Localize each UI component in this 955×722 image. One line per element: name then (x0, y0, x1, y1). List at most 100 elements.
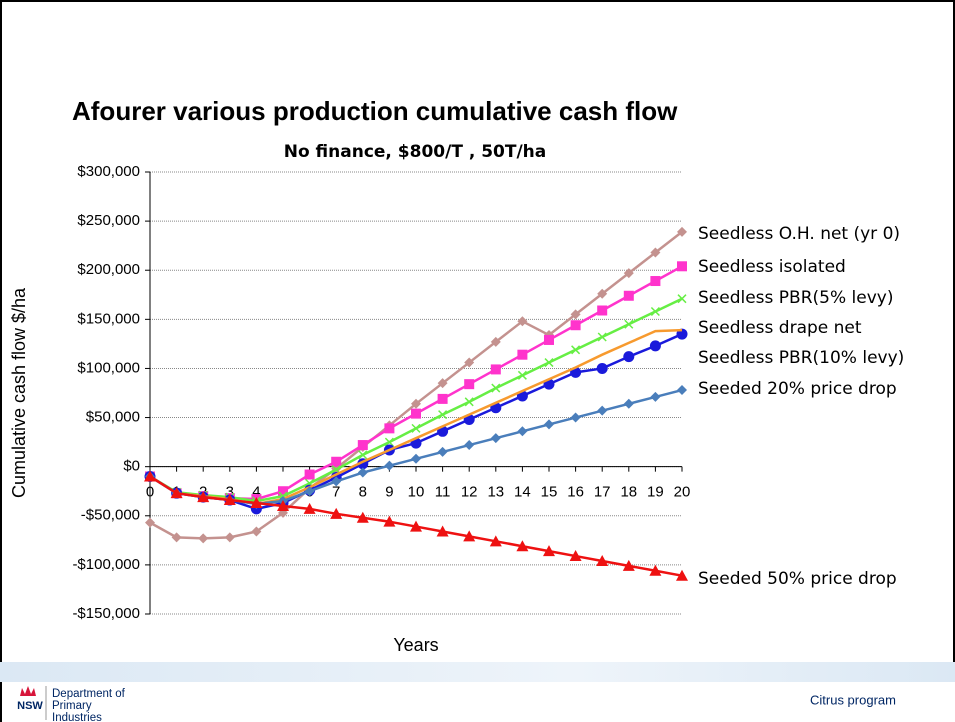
marker (464, 440, 475, 451)
marker (570, 309, 581, 320)
marker (144, 470, 156, 482)
program: Citrus program (810, 692, 896, 707)
y-tick-label: $100,000 (77, 359, 140, 376)
marker (436, 525, 449, 537)
x-tick-label: 16 (567, 484, 584, 501)
marker (464, 357, 475, 368)
chart-title: Afourer various production cumulative ca… (72, 96, 678, 126)
x-tick-label: 3 (226, 484, 234, 501)
marker (197, 491, 210, 503)
marker (438, 410, 448, 420)
marker (491, 383, 501, 393)
marker (410, 520, 422, 532)
marker (544, 419, 554, 430)
y-axis-label: Cumulative cash flow $/ha (9, 287, 29, 498)
marker (677, 261, 687, 272)
x-tick-label: 13 (487, 484, 504, 501)
marker (516, 540, 529, 552)
marker (145, 517, 155, 528)
y-tick-label: -$100,000 (72, 556, 140, 573)
marker (331, 456, 342, 467)
marker (650, 306, 660, 317)
marker (597, 405, 608, 416)
marker (624, 319, 634, 329)
marker (623, 268, 634, 279)
marker (677, 385, 687, 396)
marker (570, 412, 581, 423)
marker (649, 564, 662, 576)
series-label: Seedless PBR(10% levy) (698, 348, 904, 368)
marker (623, 351, 635, 363)
series-label: Seedless drape net (698, 318, 862, 338)
marker (278, 486, 288, 497)
marker (571, 345, 581, 355)
marker (223, 494, 236, 506)
x-tick-label: 17 (594, 484, 611, 501)
x-tick-label: 8 (359, 484, 367, 501)
y-tick-label: $200,000 (77, 261, 140, 278)
series-label: Seeded 20% price drop (698, 379, 897, 399)
x-tick-label: 7 (332, 484, 340, 501)
series-label: Seedless isolated (698, 257, 846, 277)
marker (676, 569, 688, 581)
x-tick-label: 11 (435, 484, 451, 501)
marker (569, 550, 582, 562)
marker (463, 530, 476, 542)
marker (357, 440, 368, 451)
marker (224, 532, 235, 543)
marker (170, 487, 183, 499)
x-tick-label: 10 (408, 484, 425, 501)
marker (304, 486, 315, 497)
series-label: Seeded 50% price drop (698, 569, 897, 589)
nsw-logo: NSW (17, 686, 47, 720)
marker (304, 469, 315, 480)
marker (384, 437, 394, 447)
x-tick-label: 18 (620, 484, 637, 501)
marker (437, 378, 448, 389)
marker (597, 305, 608, 316)
marker (251, 526, 262, 537)
marker (649, 340, 661, 352)
logo-text: NSW (17, 700, 43, 712)
marker (250, 497, 263, 509)
marker (597, 288, 608, 299)
marker (650, 276, 661, 287)
marker (517, 370, 527, 380)
y-tick-label: $300,000 (77, 163, 140, 180)
marker (198, 533, 209, 544)
marker (490, 433, 501, 444)
y-tick-label: -$150,000 (72, 605, 140, 622)
marker (356, 511, 369, 523)
marker (330, 507, 343, 519)
x-tick-label: 0 (146, 484, 154, 501)
x-tick-label: 4 (252, 484, 260, 501)
series-label: Seedless O.H. net (yr 0) (698, 224, 900, 244)
marker (570, 320, 581, 331)
marker (489, 535, 502, 547)
marker (517, 316, 528, 327)
x-tick-label: 9 (385, 484, 393, 501)
marker (411, 453, 421, 464)
marker (623, 290, 634, 301)
marker (622, 559, 635, 571)
marker (543, 545, 555, 557)
marker (464, 397, 474, 407)
y-tick-label: $0 (123, 458, 140, 475)
department: Department of Primary Industries (52, 688, 125, 722)
marker (464, 379, 475, 390)
marker (331, 476, 342, 487)
marker (517, 426, 528, 437)
marker (544, 334, 554, 345)
y-tick-label: $250,000 (77, 212, 140, 229)
marker (383, 515, 396, 527)
y-tick-label: $150,000 (77, 310, 140, 327)
x-tick-label: 14 (514, 484, 531, 501)
x-tick-label: 12 (461, 484, 478, 501)
x-axis-label: Years (393, 635, 438, 655)
marker (303, 502, 316, 514)
marker (357, 467, 368, 478)
marker (596, 554, 609, 566)
marker (411, 398, 421, 409)
